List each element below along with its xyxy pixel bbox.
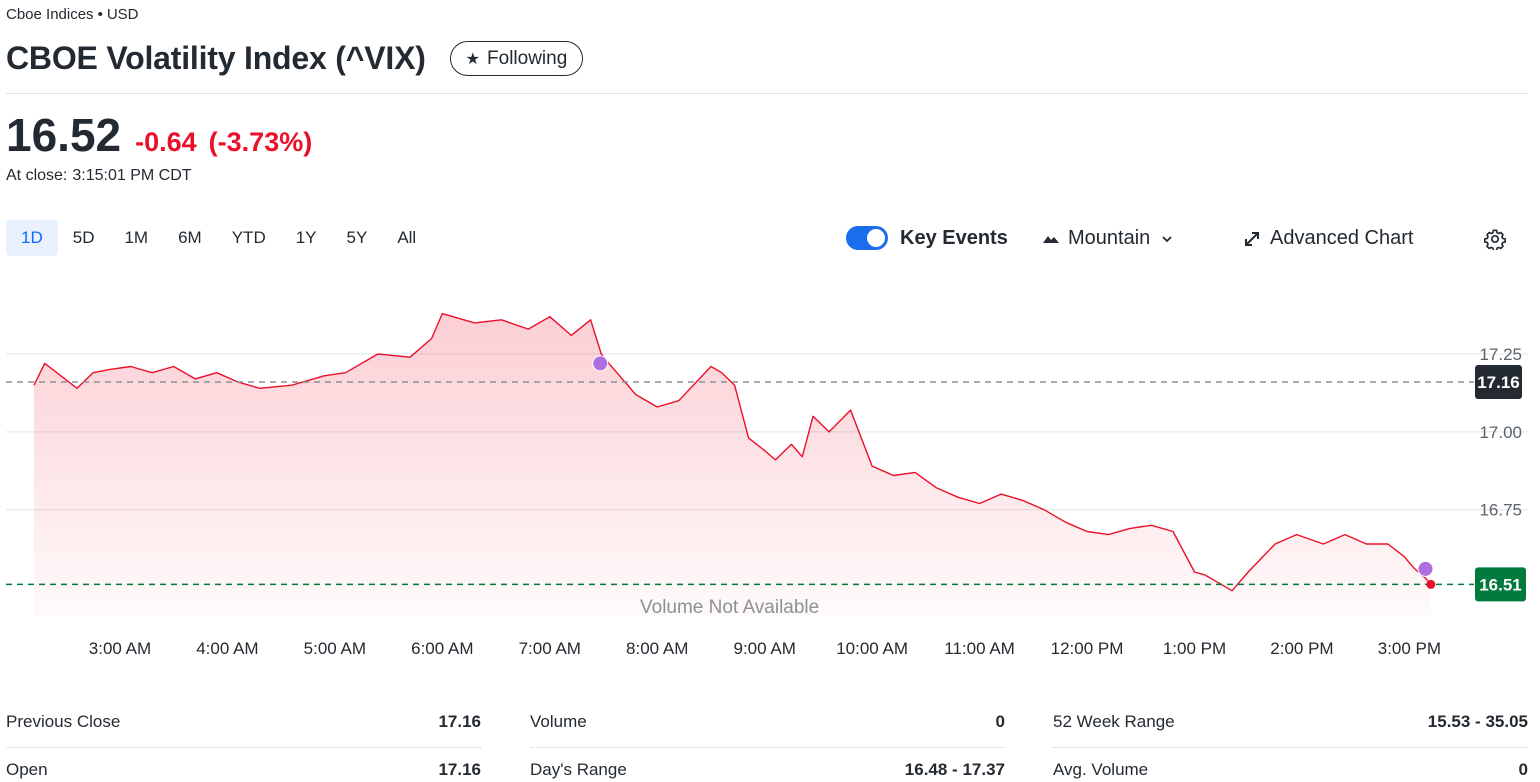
stat-value: 16.48 - 17.37 bbox=[904, 760, 1005, 779]
x-tick-label: 4:00 AM bbox=[196, 639, 258, 658]
range-tab-1y[interactable]: 1Y bbox=[295, 228, 317, 247]
price-line bbox=[33, 312, 1432, 592]
stat-value: 0 bbox=[995, 712, 1005, 731]
currency: USD bbox=[106, 6, 139, 23]
x-tick-label: 11:00 AM bbox=[944, 639, 1015, 658]
title-row: CBOE Volatility Index (^VIX) ★ Following bbox=[6, 40, 584, 77]
x-tick-label: 3:00 PM bbox=[1378, 639, 1441, 658]
header-divider bbox=[6, 93, 1528, 94]
y-axis: 17.25 17.00 16.75 bbox=[1479, 345, 1522, 520]
stats-column-2: Volume 0 Day's Range 16.48 - 17.37 bbox=[530, 700, 1005, 782]
x-tick-label: 1:00 PM bbox=[1163, 639, 1226, 658]
volume-annotation: Volume Not Available bbox=[640, 597, 820, 618]
separator-bullet: • bbox=[97, 6, 103, 23]
range-tab-5y[interactable]: 5Y bbox=[346, 228, 368, 247]
range-tab-5d[interactable]: 5D bbox=[72, 228, 95, 247]
range-tab-1d[interactable]: 1D bbox=[6, 220, 58, 256]
close-prefix: At close: bbox=[6, 167, 68, 184]
key-event-marker bbox=[592, 355, 609, 372]
stat-row: Open 17.16 bbox=[6, 748, 481, 782]
chevron-down-icon bbox=[1162, 235, 1172, 242]
stat-row: 52 Week Range 15.53 - 35.05 bbox=[1053, 700, 1528, 748]
close-time: At close: 3:15:01 PM CDT bbox=[6, 167, 192, 185]
x-tick-label: 5:00 AM bbox=[304, 639, 366, 658]
previous-close-badge bbox=[1475, 365, 1522, 400]
y-tick-label: 16.75 bbox=[1479, 501, 1522, 520]
previous-close-label: 17.16 bbox=[1477, 373, 1520, 392]
stat-row: Avg. Volume 0 bbox=[1053, 748, 1528, 782]
x-tick-label: 3:00 AM bbox=[89, 639, 151, 658]
stat-row: Day's Range 16.48 - 17.37 bbox=[530, 748, 1005, 782]
key-events-label: Key Events bbox=[900, 226, 1008, 249]
x-tick-label: 10:00 AM bbox=[836, 639, 908, 658]
stat-value: 0 bbox=[1518, 760, 1528, 779]
mountain-icon bbox=[1043, 235, 1059, 243]
key-event-marker bbox=[1417, 560, 1434, 577]
close-timestamp: 3:15:01 PM CDT bbox=[72, 167, 192, 184]
chart-type-select[interactable]: Mountain bbox=[1042, 227, 1174, 250]
exchange-name: Cboe Indices bbox=[6, 6, 94, 23]
stat-label: 52 Week Range bbox=[1053, 712, 1175, 731]
range-tab-all[interactable]: All bbox=[397, 228, 417, 247]
x-tick-label: 8:00 AM bbox=[626, 639, 688, 658]
range-tab-1m[interactable]: 1M bbox=[124, 228, 149, 247]
current-price-label: 16.51 bbox=[1479, 575, 1522, 594]
stat-label: Avg. Volume bbox=[1053, 760, 1149, 779]
price-row: 16.52 -0.64 (-3.73%) bbox=[6, 108, 312, 162]
chart-reference-lines: 17.16 16.51 bbox=[6, 365, 1526, 602]
x-axis: 3:00 AM 4:00 AM 5:00 AM 6:00 AM 7:00 AM 8:00 … bbox=[89, 639, 1441, 658]
y-tick-label: 17.00 bbox=[1479, 423, 1522, 442]
stat-label: Day's Range bbox=[530, 760, 627, 779]
advanced-chart-button[interactable]: Advanced Chart bbox=[1242, 227, 1413, 250]
x-tick-label: 6:00 AM bbox=[411, 639, 473, 658]
advanced-chart-label: Advanced Chart bbox=[1270, 227, 1414, 249]
toggle-knob bbox=[867, 229, 885, 247]
stat-value: 15.53 - 35.05 bbox=[1427, 712, 1528, 731]
range-tab-6m[interactable]: 6M bbox=[178, 228, 202, 247]
last-price-dot bbox=[1426, 579, 1436, 589]
chart-area bbox=[33, 312, 1432, 616]
current-price: 16.52 bbox=[6, 109, 122, 161]
following-button[interactable]: ★ Following bbox=[449, 41, 584, 76]
x-tick-label: 7:00 AM bbox=[519, 639, 581, 658]
page-title: CBOE Volatility Index (^VIX) bbox=[6, 40, 426, 76]
range-tab-ytd[interactable]: YTD bbox=[231, 228, 266, 247]
stat-value: 17.16 bbox=[438, 712, 481, 731]
exchange-info: Cboe Indices • USD bbox=[6, 6, 139, 23]
stats-column-3: 52 Week Range 15.53 - 35.05 Avg. Volume 0 bbox=[1053, 700, 1528, 782]
area-fill bbox=[34, 313, 1431, 616]
current-price-badge bbox=[1475, 567, 1526, 602]
price-chart[interactable]: 17.16 16.51 17.25 17.00 16.75 3:00 AM 4:00 A… bbox=[0, 280, 1540, 680]
y-tick-label: 17.25 bbox=[1479, 345, 1522, 364]
x-tick-label: 2:00 PM bbox=[1270, 639, 1333, 658]
gear-icon[interactable] bbox=[1484, 228, 1506, 250]
key-events-toggle[interactable]: Key Events bbox=[846, 226, 1008, 250]
price-change-percent: (-3.73%) bbox=[208, 127, 313, 157]
expand-icon bbox=[1245, 231, 1259, 246]
stat-label: Volume bbox=[530, 712, 587, 731]
stat-row: Volume 0 bbox=[530, 700, 1005, 748]
price-change: -0.64 bbox=[135, 127, 197, 157]
stat-row: Previous Close 17.16 bbox=[6, 700, 481, 748]
stats-column-1: Previous Close 17.16 Open 17.16 bbox=[6, 700, 481, 782]
following-label: Following bbox=[487, 47, 568, 69]
stat-label: Previous Close bbox=[6, 712, 121, 731]
stat-label: Open bbox=[6, 760, 48, 779]
star-icon: ★ bbox=[465, 50, 481, 68]
chart-type-label: Mountain bbox=[1068, 227, 1151, 249]
toggle-switch[interactable] bbox=[846, 226, 888, 250]
x-tick-label: 9:00 AM bbox=[733, 639, 795, 658]
stat-value: 17.16 bbox=[438, 760, 481, 779]
range-tabs: 1D 5D 1M 6M YTD 1Y 5Y All bbox=[6, 220, 431, 256]
key-events bbox=[592, 355, 1436, 589]
x-tick-label: 12:00 PM bbox=[1051, 639, 1124, 658]
